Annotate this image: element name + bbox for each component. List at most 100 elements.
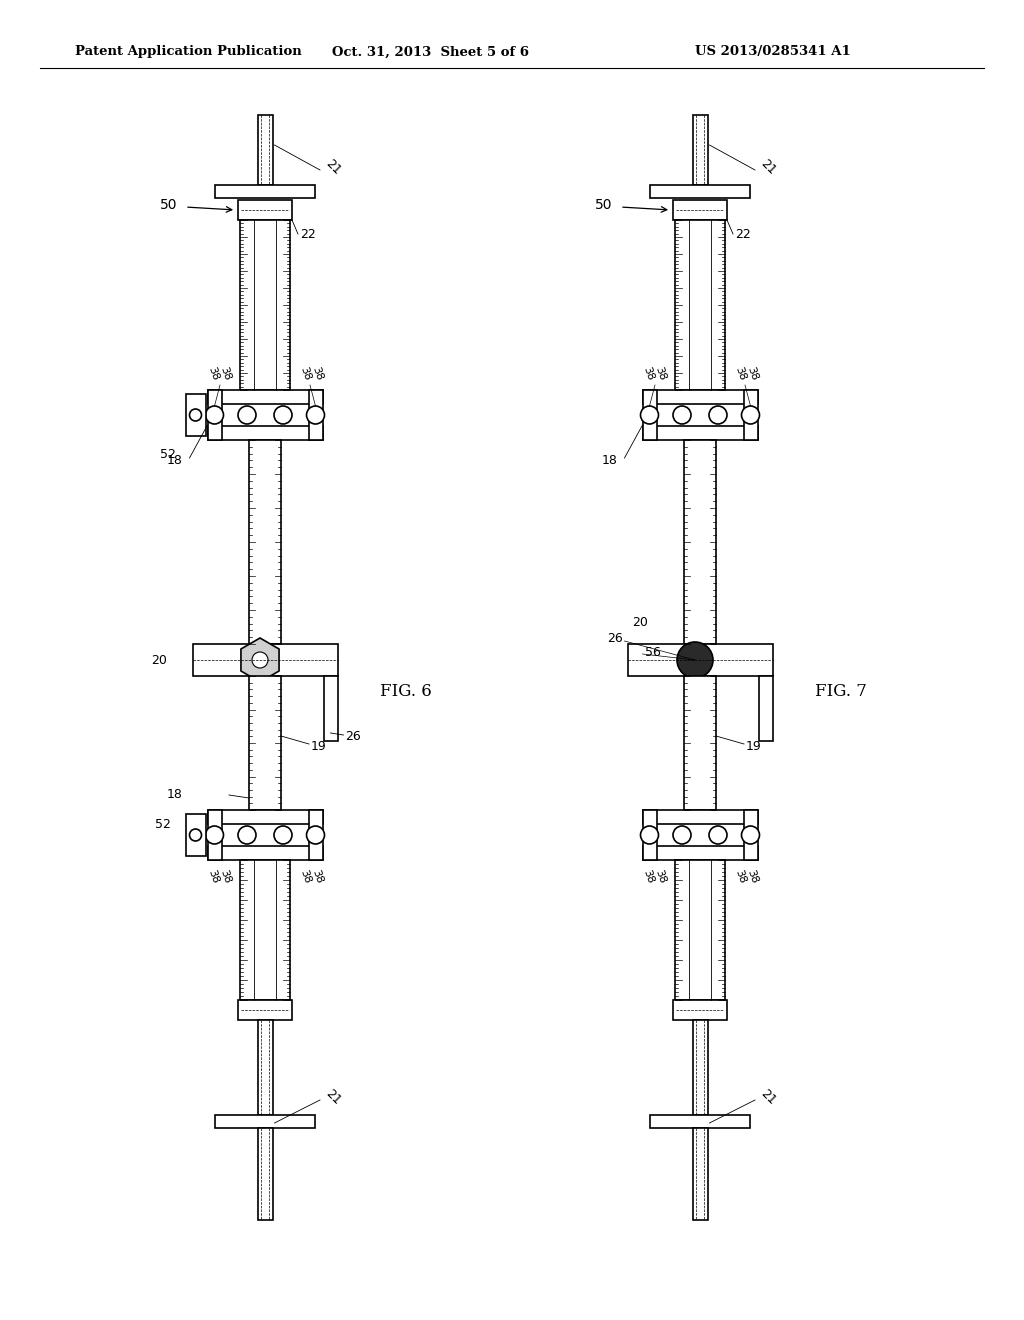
Bar: [208, 389, 323, 404]
Text: 22: 22: [735, 228, 751, 242]
Bar: [193, 644, 338, 676]
Circle shape: [206, 826, 223, 843]
Circle shape: [677, 642, 713, 678]
Text: 20: 20: [152, 653, 168, 667]
Bar: [208, 810, 323, 824]
Bar: [642, 810, 656, 861]
Circle shape: [252, 652, 268, 668]
Text: 52: 52: [160, 449, 175, 462]
Text: 38: 38: [218, 869, 232, 884]
Text: 22: 22: [300, 228, 315, 242]
Circle shape: [274, 826, 292, 843]
Text: 21: 21: [758, 157, 778, 177]
Bar: [642, 810, 758, 824]
Bar: [240, 220, 290, 389]
Text: 38: 38: [744, 366, 759, 381]
Bar: [208, 810, 221, 861]
Text: 38: 38: [641, 366, 655, 381]
Text: 38: 38: [653, 869, 667, 884]
Text: 38: 38: [206, 869, 220, 884]
Text: FIG. 7: FIG. 7: [815, 682, 867, 700]
Text: 21: 21: [323, 1086, 343, 1107]
Text: 38: 38: [733, 366, 748, 381]
Bar: [650, 185, 750, 198]
Text: 19: 19: [311, 739, 327, 752]
Text: 38: 38: [298, 366, 312, 381]
Bar: [673, 1001, 727, 1020]
Bar: [215, 185, 315, 198]
Bar: [684, 440, 716, 644]
Text: 19: 19: [746, 739, 762, 752]
Bar: [675, 861, 725, 1001]
Text: 38: 38: [744, 869, 759, 884]
Circle shape: [673, 826, 691, 843]
Bar: [642, 389, 656, 440]
Text: 38: 38: [653, 366, 667, 381]
Text: 38: 38: [310, 869, 325, 884]
Text: 38: 38: [641, 869, 655, 884]
Bar: [673, 201, 727, 220]
Circle shape: [741, 407, 760, 424]
Bar: [308, 389, 323, 440]
Circle shape: [238, 407, 256, 424]
Bar: [249, 676, 281, 810]
Bar: [257, 1129, 272, 1220]
Bar: [249, 440, 281, 644]
Bar: [692, 1020, 708, 1115]
Bar: [324, 676, 338, 741]
Text: 21: 21: [758, 1086, 778, 1107]
Circle shape: [741, 826, 760, 843]
Circle shape: [640, 407, 658, 424]
Text: 18: 18: [602, 454, 617, 466]
Text: 50: 50: [595, 198, 612, 213]
Circle shape: [709, 826, 727, 843]
Text: 56: 56: [645, 645, 662, 659]
Text: Oct. 31, 2013  Sheet 5 of 6: Oct. 31, 2013 Sheet 5 of 6: [332, 45, 528, 58]
Bar: [185, 393, 206, 436]
Circle shape: [274, 407, 292, 424]
Bar: [215, 1115, 315, 1129]
Text: 38: 38: [206, 366, 220, 381]
Bar: [208, 389, 221, 440]
Text: 26: 26: [345, 730, 361, 742]
Text: 21: 21: [323, 157, 343, 177]
Text: 38: 38: [298, 869, 312, 884]
Text: 38: 38: [218, 366, 232, 381]
Circle shape: [189, 409, 202, 421]
Text: US 2013/0285341 A1: US 2013/0285341 A1: [695, 45, 851, 58]
Bar: [642, 426, 758, 440]
Circle shape: [306, 826, 325, 843]
Text: 18: 18: [167, 788, 182, 801]
Bar: [257, 1020, 272, 1115]
Polygon shape: [241, 638, 280, 682]
Bar: [238, 1001, 292, 1020]
Bar: [208, 846, 323, 861]
Text: 38: 38: [733, 869, 748, 884]
Bar: [743, 389, 758, 440]
Text: 52: 52: [155, 818, 170, 832]
Circle shape: [238, 826, 256, 843]
Bar: [308, 810, 323, 861]
Bar: [642, 389, 758, 404]
Circle shape: [206, 407, 223, 424]
Bar: [684, 676, 716, 810]
Text: Patent Application Publication: Patent Application Publication: [75, 45, 302, 58]
Circle shape: [640, 826, 658, 843]
Bar: [692, 115, 708, 185]
Text: 38: 38: [310, 366, 325, 381]
Circle shape: [306, 407, 325, 424]
Bar: [642, 846, 758, 861]
Bar: [743, 810, 758, 861]
Bar: [240, 861, 290, 1001]
Bar: [257, 115, 272, 185]
Bar: [238, 201, 292, 220]
Text: 20: 20: [633, 615, 648, 628]
Bar: [759, 676, 772, 741]
Circle shape: [673, 407, 691, 424]
Text: 50: 50: [160, 198, 177, 213]
Bar: [628, 644, 772, 676]
Bar: [692, 1129, 708, 1220]
Text: 18: 18: [167, 454, 182, 466]
Circle shape: [709, 407, 727, 424]
Bar: [208, 426, 323, 440]
